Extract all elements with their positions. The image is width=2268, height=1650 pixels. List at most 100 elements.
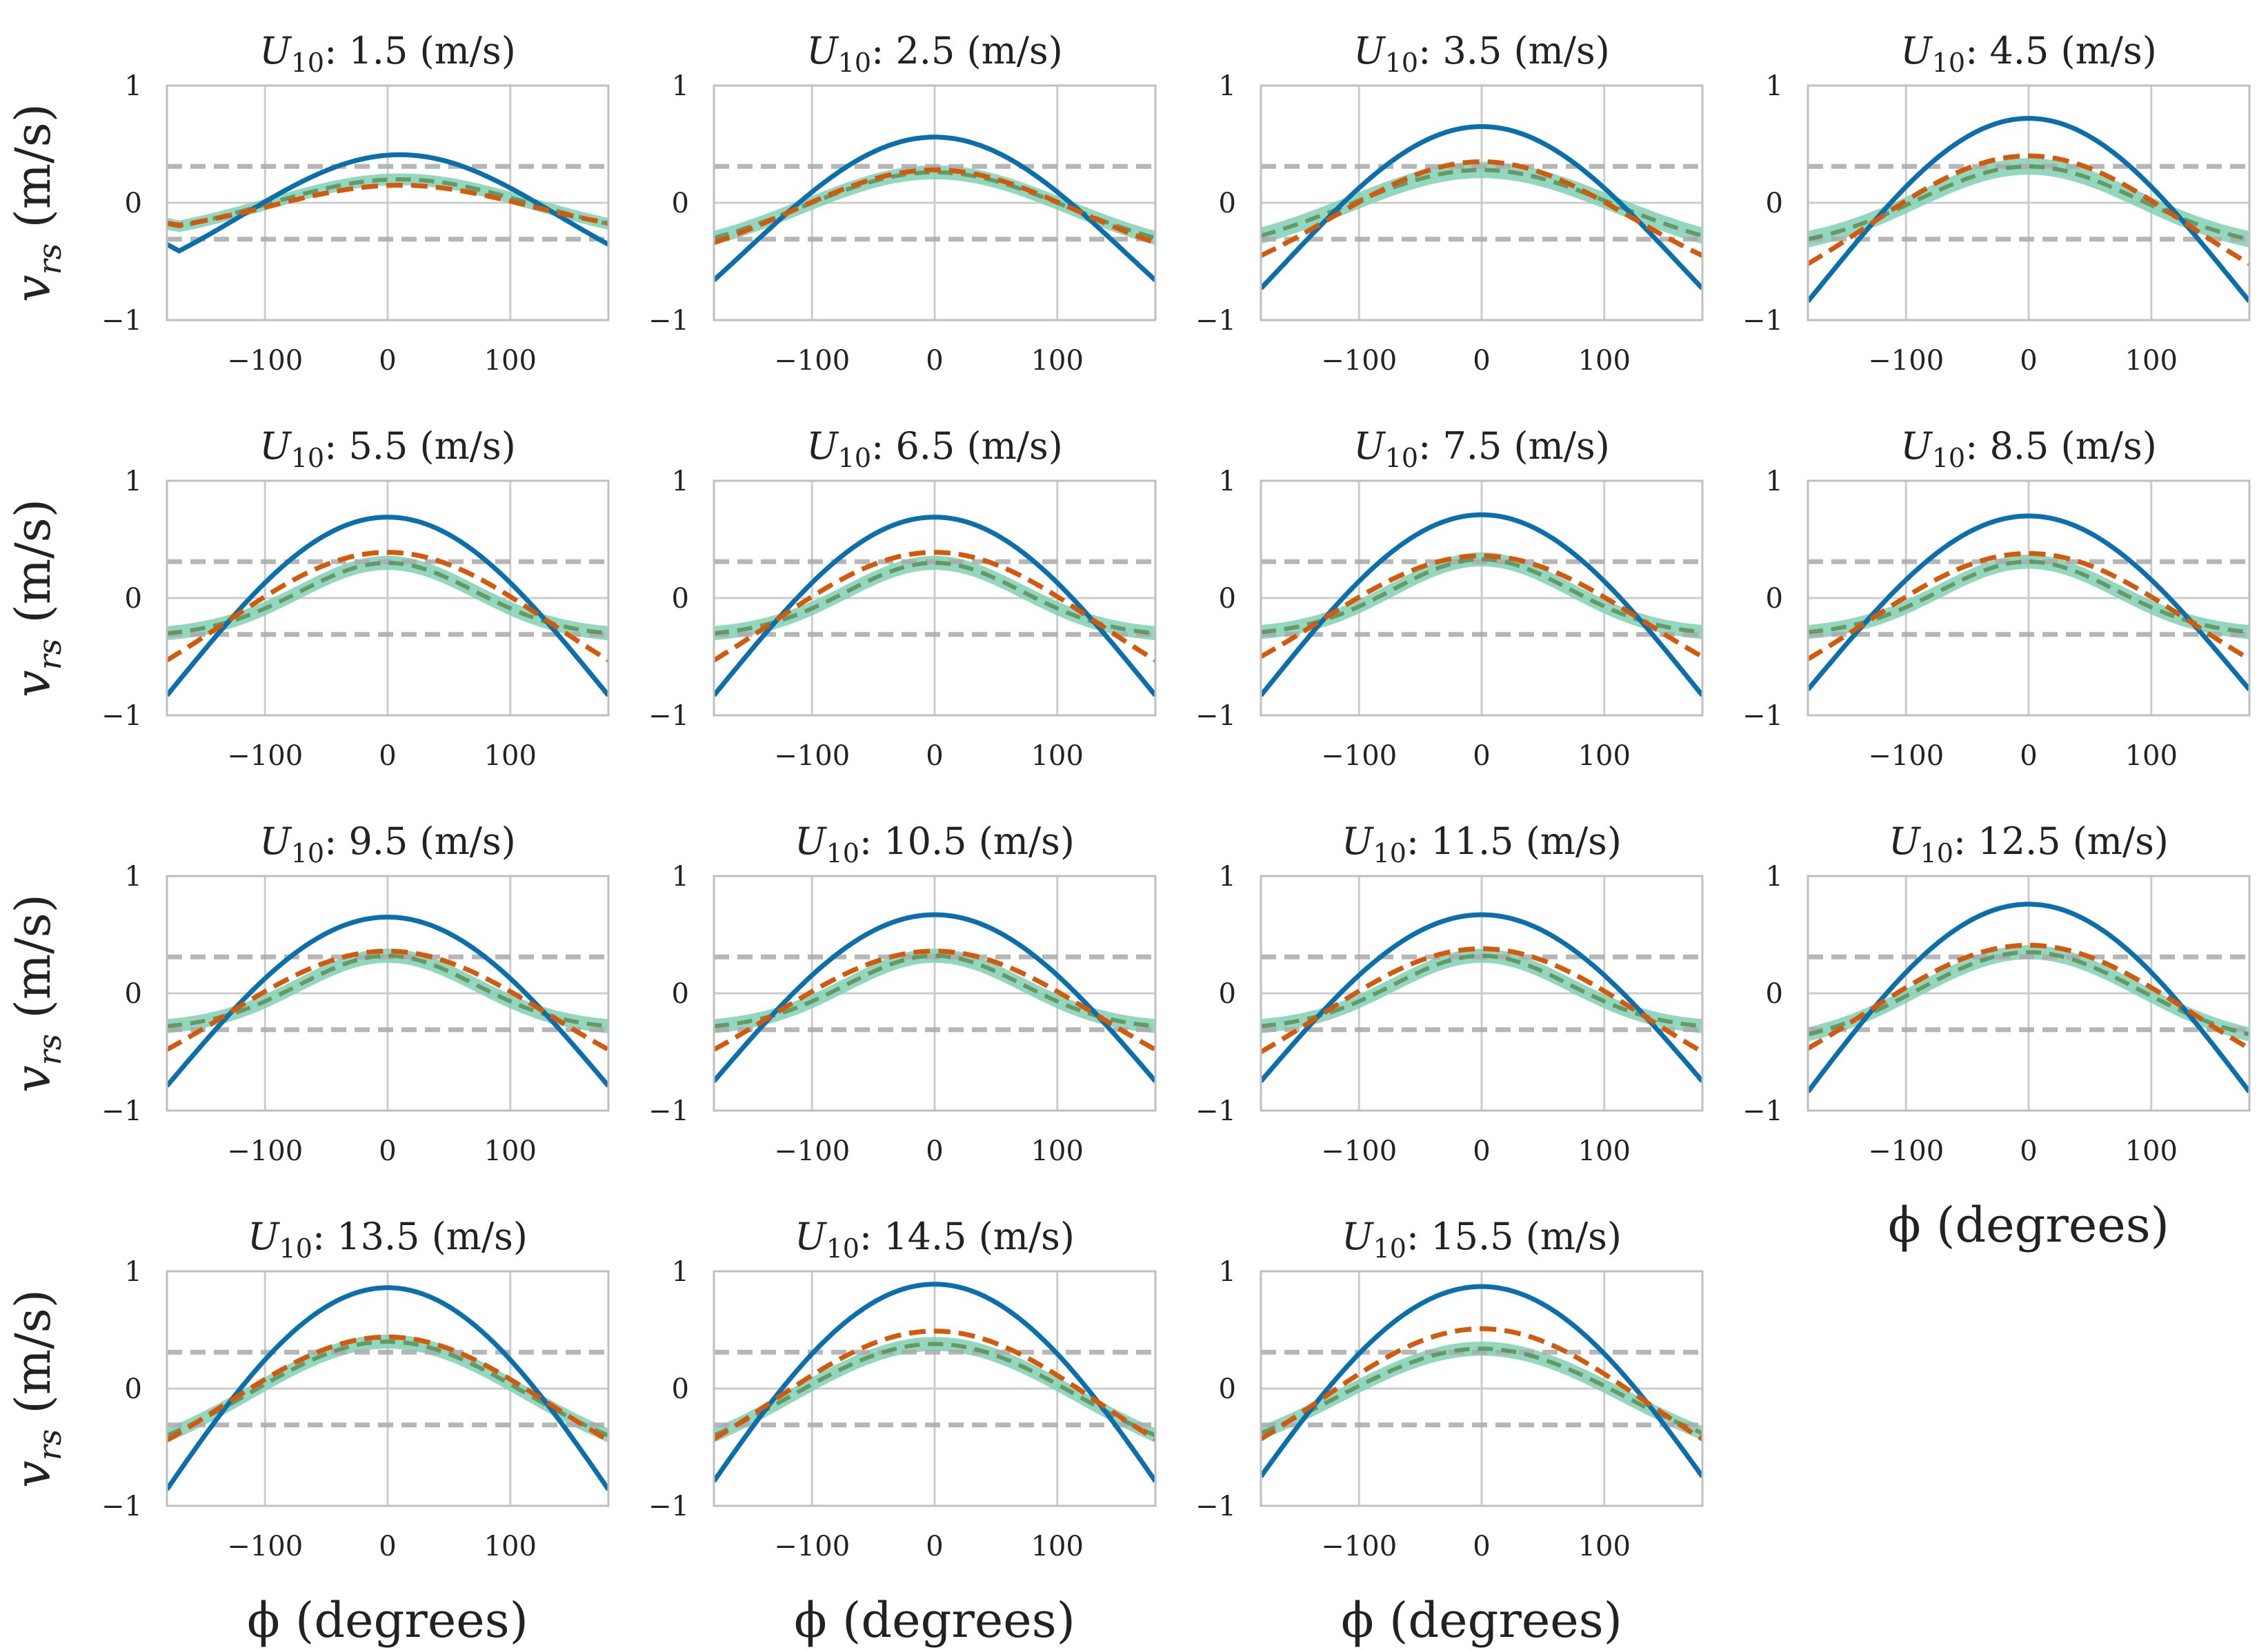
title-wind-speed: 7.5 <box>1442 424 1502 468</box>
title-subscript: 10 <box>291 838 324 868</box>
observed-mean-line <box>167 561 608 635</box>
plot-area <box>714 515 1155 697</box>
title-unit: (m/s) <box>420 819 516 863</box>
y-tick-label: 1 <box>672 466 689 497</box>
y-tick-label: 1 <box>1766 466 1783 497</box>
plot-area <box>167 515 608 697</box>
x-tick-label: −100 <box>227 740 303 772</box>
model-solid-line <box>1261 912 1702 1083</box>
x-tick-label: 100 <box>1031 1135 1084 1167</box>
y-tick-label: 0 <box>1219 1373 1236 1405</box>
x-axis-label: ϕ (degrees) <box>1888 1197 2169 1253</box>
y-tick-label: −1 <box>648 1095 689 1127</box>
x-tick-label: 0 <box>926 1531 943 1562</box>
observed-mean-line <box>1261 953 1702 1028</box>
model-dashed-line <box>167 183 608 228</box>
y-axis-label: vrs (m/s) <box>5 894 68 1093</box>
y-tick-label: 1 <box>1766 861 1783 893</box>
panel-wind-1-5: −100 0 100 −1 0 1 U10: 1.5 (m/s) vrs (m/s) <box>5 29 610 377</box>
y-tick-label: −1 <box>648 700 689 732</box>
x-tick-label: −100 <box>774 740 850 772</box>
panel-title: U10: 8.5 (m/s) <box>1900 424 2157 473</box>
title-symbol: U <box>1342 1215 1374 1258</box>
title-subscript: 10 <box>838 443 871 473</box>
x-tick-label: 100 <box>1031 1531 1084 1562</box>
title-unit: (m/s) <box>2073 819 2169 863</box>
x-axis-label: ϕ (degrees) <box>794 1592 1075 1649</box>
x-tick-label: 0 <box>1473 1135 1490 1167</box>
axes-frame <box>713 479 1157 717</box>
plot-area <box>1261 512 1702 697</box>
title-wind-speed: 2.5 <box>895 29 955 72</box>
x-tick-label: 0 <box>2020 345 2037 377</box>
title-symbol: U <box>259 819 292 863</box>
panel-title: U10: 4.5 (m/s) <box>1900 29 2157 78</box>
x-tick-label: 100 <box>484 345 537 377</box>
y-tick-label: 0 <box>125 583 142 615</box>
model-dashed-line <box>714 550 1155 663</box>
model-dashed-line <box>714 1329 1155 1442</box>
y-tick-label: −1 <box>1742 700 1783 732</box>
y-tick-label: 0 <box>672 1373 689 1405</box>
title-unit: (m/s) <box>1526 1215 1622 1258</box>
model-solid-line <box>714 912 1155 1083</box>
panel-wind-9-5: −100 0 100 −1 0 1 U10: 9.5 (m/s) vrs (m/s) <box>5 819 610 1167</box>
x-tick-label: −100 <box>1868 740 1944 772</box>
axes-frame <box>166 479 610 717</box>
x-tick-label: 0 <box>2020 740 2037 772</box>
y-tick-label: 1 <box>672 70 689 102</box>
y-tick-label: 1 <box>1766 70 1783 102</box>
title-unit: (m/s) <box>2061 424 2157 468</box>
plot-area <box>714 912 1155 1083</box>
title-symbol: U <box>259 29 292 72</box>
model-solid-line <box>714 515 1155 697</box>
panel-title: U10: 5.5 (m/s) <box>259 424 516 473</box>
x-tick-label: 0 <box>926 740 943 772</box>
title-symbol: U <box>1900 29 1933 72</box>
panel-title: U10: 13.5 (m/s) <box>248 1215 528 1264</box>
model-dashed-line <box>1261 946 1702 1055</box>
panel-wind-14-5: −100 0 100 −1 0 1 U10: 14.5 (m/s) ϕ (degrees) <box>648 1215 1157 1649</box>
y-tick-label: 1 <box>1219 70 1236 102</box>
x-tick-label: 100 <box>484 1531 537 1562</box>
title-subscript: 10 <box>826 838 859 868</box>
title-subscript: 10 <box>1373 838 1406 868</box>
plot-area <box>1808 902 2249 1093</box>
x-tick-label: −100 <box>1321 740 1397 772</box>
x-tick-label: −100 <box>1321 345 1397 377</box>
plot-area <box>1808 513 2249 691</box>
y-axis-label: vrs (m/s) <box>5 1289 68 1488</box>
panel-wind-10-5: −100 0 100 −1 0 1 U10: 10.5 (m/s) <box>648 819 1157 1167</box>
observed-mean-line <box>167 953 608 1028</box>
plot-area <box>1261 1284 1702 1478</box>
y-axis-label: vrs (m/s) <box>5 499 68 697</box>
plot-area <box>1261 124 1702 290</box>
observed-mean-line <box>714 561 1155 635</box>
observed-mean-line <box>1261 557 1702 635</box>
model-solid-line <box>167 152 608 254</box>
x-tick-label: 0 <box>379 345 396 377</box>
x-tick-label: 100 <box>2125 345 2178 377</box>
x-tick-label: 0 <box>926 1135 943 1167</box>
x-tick-label: −100 <box>1321 1531 1397 1562</box>
y-tick-label: 0 <box>1219 188 1236 219</box>
axes-frame <box>1260 479 1704 717</box>
panel-wind-7-5: −100 0 100 −1 0 1 U10: 7.5 (m/s) <box>1195 424 1704 772</box>
x-tick-label: −100 <box>1868 1135 1944 1167</box>
panel-title: U10: 2.5 (m/s) <box>806 29 1063 78</box>
x-tick-label: −100 <box>774 345 850 377</box>
title-subscript: 10 <box>1373 1233 1406 1264</box>
panel-title: U10: 6.5 (m/s) <box>806 424 1063 473</box>
y-tick-label: 1 <box>125 466 142 497</box>
panel-wind-12-5: −100 0 100 −1 0 1 U10: 12.5 (m/s) ϕ (degrees) <box>1742 819 2251 1253</box>
axes-frame <box>166 1270 610 1507</box>
panel-title: U10: 9.5 (m/s) <box>259 819 516 868</box>
title-subscript: 10 <box>291 48 324 78</box>
title-wind-speed: 10.5 <box>884 819 966 863</box>
y-tick-label: 1 <box>672 1256 689 1288</box>
plot-area <box>714 1282 1155 1483</box>
title-unit: (m/s) <box>967 424 1063 468</box>
title-wind-speed: 9.5 <box>348 819 408 863</box>
y-tick-label: 0 <box>1766 978 1783 1010</box>
x-tick-label: 0 <box>379 740 396 772</box>
